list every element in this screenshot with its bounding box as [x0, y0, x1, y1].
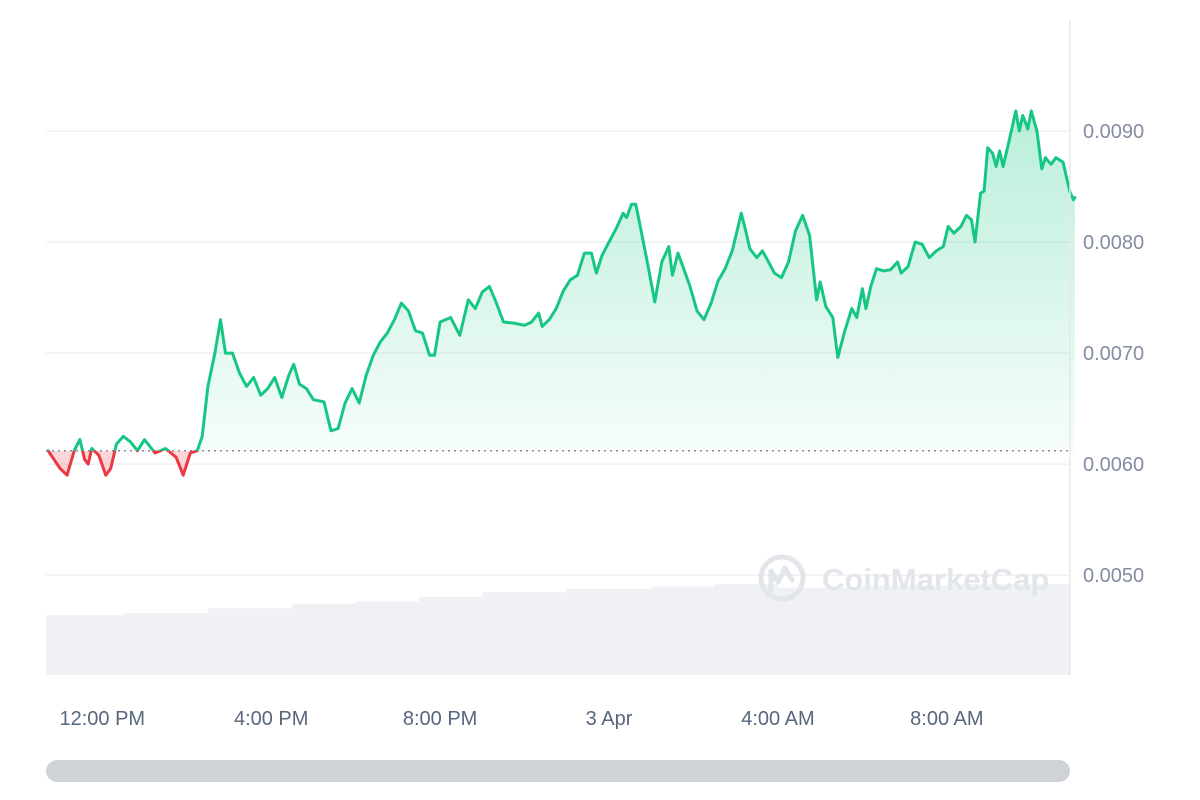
- volume-bar: [207, 608, 293, 675]
- y-tick-label: 0.0050: [1083, 565, 1144, 587]
- price-area-up: [48, 111, 1075, 451]
- x-tick-label: 3 Apr: [586, 708, 633, 730]
- volume-bar: [777, 587, 863, 675]
- volume-bar: [651, 586, 715, 675]
- volume-bar: [419, 596, 483, 675]
- volume-bar: [482, 592, 567, 675]
- volume-bar: [46, 615, 124, 675]
- coinmarketcap-logo-icon: [758, 554, 806, 602]
- x-tick-label: 12:00 PM: [59, 708, 145, 730]
- chart-range-scrollbar[interactable]: [46, 760, 1070, 782]
- volume-bar: [1031, 584, 1070, 675]
- price-series-line: [46, 109, 1077, 477]
- volume-bar: [862, 585, 947, 675]
- volume-bar: [946, 584, 1032, 675]
- y-tick-label: 0.0060: [1083, 454, 1144, 476]
- y-axis: 0.0050 0.0060 0.0070 0.0080 0.0090: [1083, 121, 1144, 587]
- volume-bar: [292, 603, 356, 675]
- y-tick-label: 0.0070: [1083, 343, 1144, 365]
- x-tick-label: 4:00 AM: [741, 708, 814, 730]
- volume-bar: [566, 588, 652, 675]
- volume-bar: [355, 601, 420, 675]
- y-tick-label: 0.0080: [1083, 232, 1144, 254]
- x-tick-label: 8:00 AM: [910, 708, 983, 730]
- volume-bar: [123, 612, 208, 675]
- x-axis: 12:00 PM 4:00 PM 8:00 PM 3 Apr 4:00 AM 8:00 A…: [59, 708, 983, 730]
- volume-bar: [714, 584, 778, 675]
- x-tick-label: 4:00 PM: [234, 708, 308, 730]
- watermark-text: CoinMarketCap: [822, 562, 1049, 597]
- price-line-up: [46, 109, 1077, 451]
- x-tick-label: 8:00 PM: [403, 708, 477, 730]
- watermark: CoinMarketCap: [758, 554, 1049, 602]
- volume-bars: [46, 584, 1070, 675]
- y-tick-label: 0.0090: [1083, 121, 1144, 143]
